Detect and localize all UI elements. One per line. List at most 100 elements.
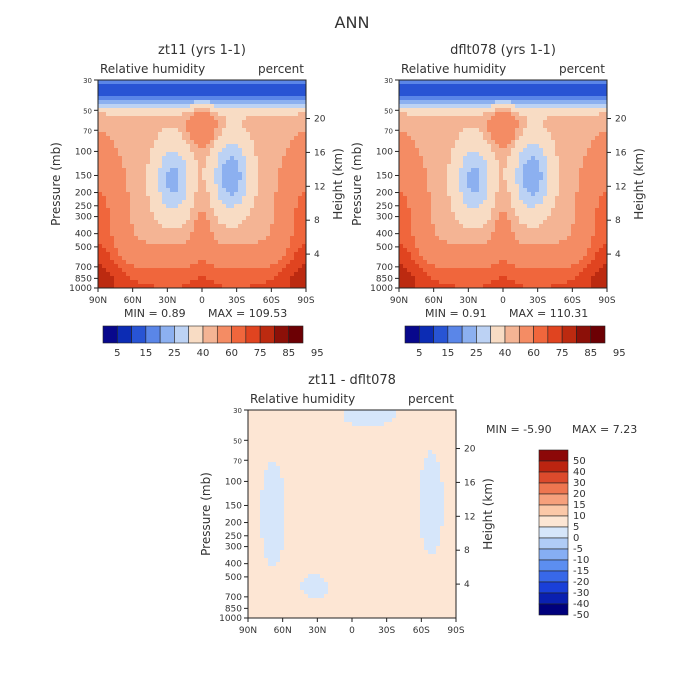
- heatmap-cell: [547, 80, 552, 85]
- heatmap-cell: [282, 280, 287, 285]
- heatmap-cell: [254, 268, 259, 273]
- heatmap-cell: [503, 160, 508, 165]
- heatmap-cell: [455, 88, 460, 93]
- heatmap-cell: [519, 180, 524, 185]
- heatmap-cell: [198, 124, 203, 129]
- heatmap-cell: [523, 96, 528, 101]
- heatmap-cell: [178, 108, 183, 113]
- heatmap-cell: [495, 280, 500, 285]
- heatmap-cell: [483, 216, 488, 221]
- heatmap-cell: [495, 208, 500, 213]
- heatmap-cell: [250, 80, 255, 85]
- heatmap-cell: [443, 100, 448, 105]
- heatmap-cell: [499, 140, 504, 145]
- heatmap-cell: [527, 208, 532, 213]
- heatmap-cell: [475, 104, 480, 109]
- heatmap-cell: [491, 112, 496, 117]
- heatmap-cell: [491, 272, 496, 277]
- heatmap-cell: [222, 268, 227, 273]
- heatmap-cell: [138, 280, 143, 285]
- heatmap-cell: [495, 284, 500, 289]
- heatmap-cell: [294, 168, 299, 173]
- heatmap-cell: [202, 280, 207, 285]
- heatmap-cell: [170, 212, 175, 217]
- heatmap-cell: [266, 112, 271, 117]
- heatmap-cell: [399, 172, 404, 177]
- heatmap-cell: [559, 120, 564, 125]
- heatmap-cell: [118, 212, 123, 217]
- heatmap-cell: [411, 264, 416, 269]
- heatmap-cell: [282, 272, 287, 277]
- heatmap-cell: [110, 220, 115, 225]
- heatmap-cell: [487, 104, 492, 109]
- heatmap-cell: [519, 172, 524, 177]
- heatmap-cell: [471, 252, 476, 257]
- heatmap-cell: [515, 260, 520, 265]
- heatmap-cell: [447, 216, 452, 221]
- heatmap-cell: [126, 144, 131, 149]
- heatmap-cell: [122, 168, 127, 173]
- heatmap-cell: [294, 268, 299, 273]
- heatmap-cell: [286, 260, 291, 265]
- heatmap-cell: [242, 192, 247, 197]
- max-value-text: MAX = 109.53: [208, 307, 287, 320]
- heatmap-cell: [294, 260, 299, 265]
- heatmap-cell: [198, 200, 203, 205]
- heatmap-cell: [102, 248, 107, 253]
- heatmap-cell: [110, 244, 115, 249]
- heatmap-cell: [130, 208, 135, 213]
- heatmap-cell: [543, 216, 548, 221]
- heatmap-cell: [174, 276, 179, 281]
- heatmap-cell: [106, 156, 111, 161]
- heatmap-cell: [162, 256, 167, 261]
- heatmap-cell: [519, 260, 524, 265]
- heatmap-cell: [146, 140, 151, 145]
- heatmap-cell: [154, 248, 159, 253]
- heatmap-cell: [170, 88, 175, 93]
- heatmap-cell: [270, 208, 275, 213]
- heatmap-cell: [527, 268, 532, 273]
- heatmap-cell: [154, 124, 159, 129]
- heatmap-cell: [555, 160, 560, 165]
- heatmap-cell: [507, 128, 512, 133]
- heatmap-cell: [142, 128, 147, 133]
- heatmap-cell: [174, 80, 179, 85]
- heatmap-cell: [166, 220, 171, 225]
- heatmap-cell: [198, 80, 203, 85]
- heatmap-cell: [543, 100, 548, 105]
- heatmap-cell: [511, 272, 516, 277]
- heatmap-cell: [503, 180, 508, 185]
- heatmap-cell: [511, 168, 516, 173]
- heatmap-cell: [531, 232, 536, 237]
- heatmap-cell: [479, 160, 484, 165]
- heatmap-cell: [170, 164, 175, 169]
- heatmap-cell: [507, 184, 512, 189]
- heatmap-cell: [455, 216, 460, 221]
- heatmap-cell: [551, 256, 556, 261]
- heatmap-cell: [270, 252, 275, 257]
- heatmap-cell: [178, 104, 183, 109]
- heatmap-cell: [262, 224, 267, 229]
- heatmap-cell: [503, 104, 508, 109]
- heatmap-cell: [455, 120, 460, 125]
- heatmap-cell: [535, 84, 540, 89]
- heatmap-cell: [226, 264, 231, 269]
- heatmap-cell: [547, 92, 552, 97]
- heatmap-cell: [491, 180, 496, 185]
- heatmap-cell: [399, 232, 404, 237]
- heatmap-cell: [138, 124, 143, 129]
- heatmap-cell: [298, 84, 303, 89]
- heatmap-cell: [194, 108, 199, 113]
- heatmap-cell: [222, 276, 227, 281]
- heatmap-cell: [254, 112, 259, 117]
- heatmap-cell: [531, 112, 536, 117]
- heatmap-cell: [415, 120, 420, 125]
- heatmap-cell: [463, 172, 468, 177]
- heatmap-cell: [106, 212, 111, 217]
- heatmap-cell: [102, 184, 107, 189]
- heatmap-cell: [126, 172, 131, 177]
- heatmap-cell: [302, 80, 307, 85]
- heatmap-cell: [230, 172, 235, 177]
- heatmap-cell: [230, 240, 235, 245]
- heatmap-cell: [451, 264, 456, 269]
